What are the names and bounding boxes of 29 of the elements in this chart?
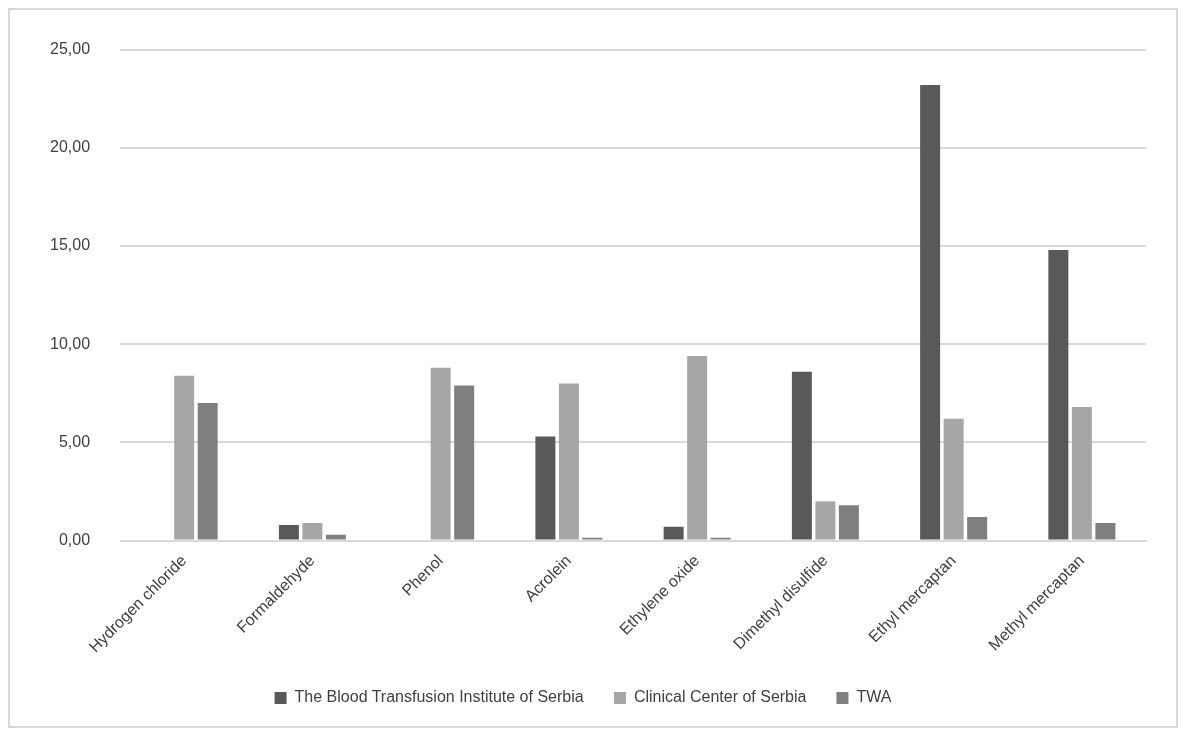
bar <box>815 501 836 540</box>
bar <box>663 526 684 540</box>
legend-label: The Blood Transfusion Institute of Serbia <box>294 688 584 706</box>
bar <box>1048 249 1069 540</box>
bar <box>197 403 218 540</box>
bar <box>920 84 941 540</box>
y-tick-label: 25,00 <box>49 40 91 58</box>
bar <box>325 534 346 540</box>
y-tick-label: 15,00 <box>49 236 91 254</box>
bar <box>1095 522 1116 540</box>
bar <box>454 385 475 540</box>
bar <box>838 505 859 540</box>
bar <box>558 383 579 540</box>
y-tick-label: 0,00 <box>58 531 91 549</box>
bar <box>174 375 195 540</box>
y-tick-label: 10,00 <box>49 334 91 352</box>
bar <box>967 517 988 540</box>
bar <box>791 371 812 540</box>
bar <box>278 524 299 540</box>
legend-label: Clinical Center of Serbia <box>633 688 807 706</box>
bar <box>943 418 964 540</box>
bar <box>302 522 323 540</box>
y-tick-label: 5,00 <box>58 432 91 450</box>
bar <box>535 436 556 540</box>
bar <box>687 355 708 540</box>
bar <box>430 367 451 540</box>
legend-label: TWA <box>856 688 892 706</box>
y-tick-label: 20,00 <box>49 138 91 156</box>
bar <box>1071 407 1092 540</box>
